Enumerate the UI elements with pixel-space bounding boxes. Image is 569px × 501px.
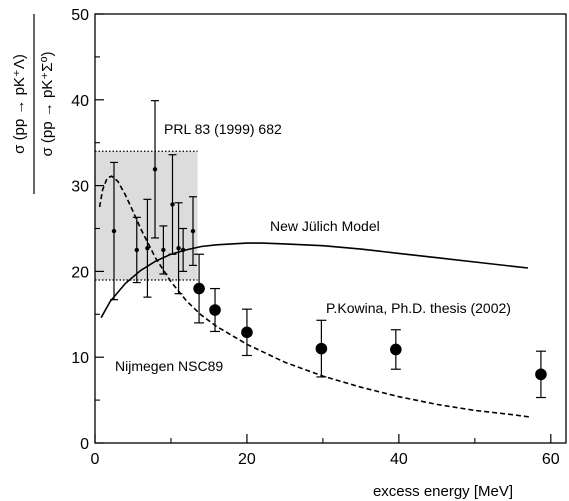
annotation-prl: PRL 83 (1999) 682 [164, 121, 282, 137]
y-axis-title-denominator: σ (pp → pK⁺Σ⁰) [39, 52, 56, 157]
point-prl-4 [161, 247, 166, 253]
point-kowina-4 [390, 343, 402, 356]
shaded-region [95, 151, 198, 280]
point-prl-7 [180, 247, 186, 253]
x-tick-label-0: 0 [91, 451, 100, 468]
y-tick-label-30: 30 [71, 179, 89, 196]
x-tick-label-20: 20 [238, 451, 256, 468]
shaded-region-layer [95, 150, 198, 281]
point-prl-0 [111, 228, 117, 234]
data-points-layer [109, 100, 547, 399]
y-tick-label-40: 40 [71, 93, 89, 110]
point-kowina-3 [315, 342, 328, 355]
annotation-nijmegen: Nijmegen NSC89 [115, 358, 223, 374]
x-tick-label-60: 60 [542, 451, 560, 468]
y-tick-label-0: 0 [80, 436, 89, 453]
y-axis-title: σ (pp → pK⁺Λ) σ (pp → pK⁺Σ⁰) [11, 14, 56, 194]
annotation-kowina: P.Kowina, Ph.D. thesis (2002) [326, 300, 511, 316]
annotation-julich: New Jülich Model [270, 218, 380, 234]
point-prl-5 [170, 202, 175, 207]
point-kowina-2 [241, 326, 253, 339]
model-curves-layer [98, 175, 532, 419]
point-kowina-5 [535, 368, 547, 381]
point-prl-6 [176, 246, 181, 251]
point-kowina-0 [193, 282, 205, 295]
y-tick-label-50: 50 [71, 7, 89, 24]
point-prl-3 [152, 167, 158, 172]
point-prl-2 [145, 246, 150, 251]
y-axis-title-numerator: σ (pp → pK⁺Λ) [11, 54, 28, 154]
x-axis-title: excess energy [MeV] [373, 483, 513, 500]
point-prl-8 [190, 228, 196, 234]
x-tick-label-40: 40 [390, 451, 408, 468]
axes-layer: 0 10 20 30 40 50 0 20 40 60 [71, 7, 567, 468]
curve-new-julich-model [100, 242, 529, 319]
point-kowina-1 [209, 304, 221, 316]
point-prl-1 [134, 247, 139, 253]
curve-nijmegen-nsc89 [98, 175, 532, 419]
y-tick-label-20: 20 [71, 264, 89, 281]
y-tick-label-10: 10 [71, 350, 89, 367]
